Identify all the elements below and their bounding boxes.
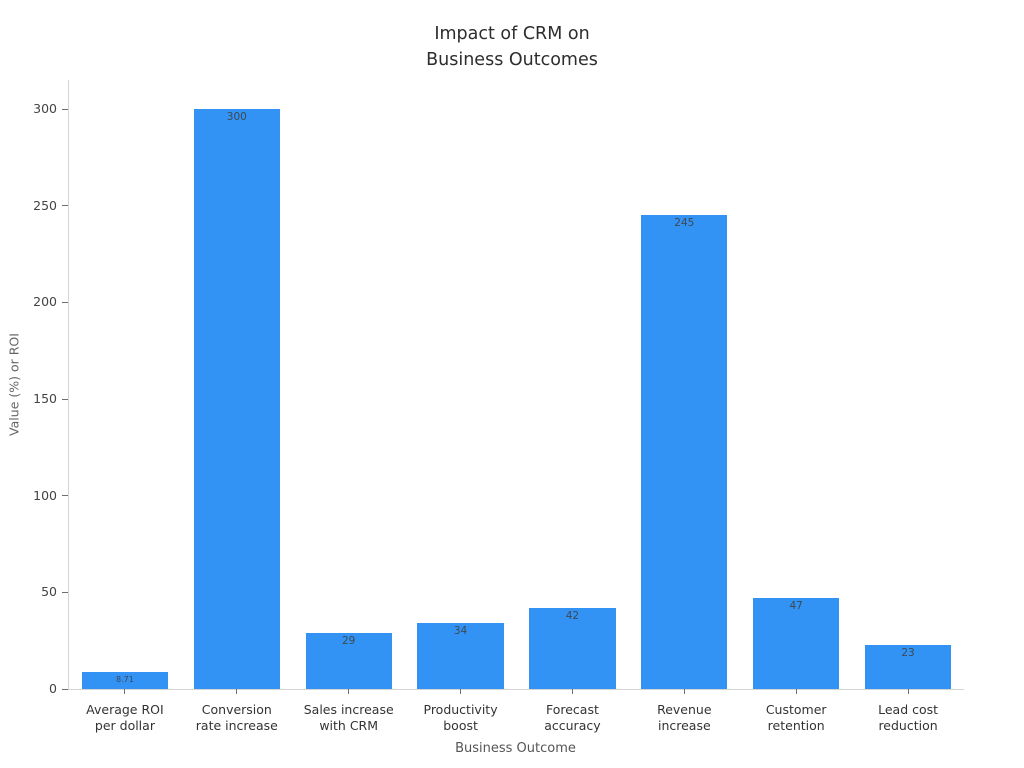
bar: 8.71	[81, 672, 168, 689]
bar-value-label: 8.71	[116, 675, 134, 685]
x-axis-tick	[907, 689, 909, 694]
bar: 34	[417, 623, 504, 689]
x-tick-label: Revenue increase	[657, 702, 712, 733]
x-axis-tick	[795, 689, 797, 694]
x-axis-tick	[571, 689, 573, 694]
bar: 245	[641, 215, 728, 689]
bar: 42	[529, 607, 616, 689]
x-axis-title: Business Outcome	[455, 741, 576, 756]
bar-value-label: 23	[901, 646, 915, 659]
y-axis-tick	[62, 591, 68, 593]
x-tick-label: Sales increase with CRM	[303, 702, 394, 733]
y-tick-label: 0	[49, 681, 57, 696]
y-tick-label: 100	[33, 487, 57, 503]
x-tick-label: Average ROI per dollar	[86, 702, 164, 733]
x-axis-tick	[460, 689, 462, 694]
bar-value-label: 42	[565, 609, 580, 622]
bar: 300	[193, 109, 280, 689]
y-axis-tick	[62, 301, 68, 303]
x-tick-label: Customer retention	[765, 702, 827, 733]
x-axis-tick	[683, 689, 685, 694]
bar-value-label: 300	[226, 111, 247, 123]
y-tick-label: 200	[33, 294, 57, 310]
x-tick-label: Forecast accuracy	[544, 702, 601, 733]
bar: 23	[864, 644, 952, 689]
x-axis-tick	[236, 689, 238, 694]
y-tick-label: 150	[33, 391, 57, 406]
bar: 47	[753, 598, 840, 689]
y-axis-tick	[62, 108, 68, 110]
x-tick-label: Productivity boost	[423, 702, 498, 733]
bar: 29	[305, 632, 392, 689]
y-tick-label: 250	[33, 197, 57, 213]
y-axis-tick	[62, 688, 68, 690]
y-tick-label: 50	[41, 584, 57, 600]
y-tick-label: 300	[33, 101, 57, 116]
y-axis-tick	[62, 398, 68, 400]
y-axis-tick	[62, 205, 68, 207]
x-tick-label: Conversion rate increase	[195, 702, 278, 733]
x-tick-label: Lead cost reduction	[878, 702, 939, 733]
x-axis-tick	[348, 689, 350, 694]
y-axis-tick	[62, 495, 68, 497]
x-axis-tick	[124, 689, 126, 694]
bar-value-label: 47	[789, 600, 803, 613]
bar-value-label: 245	[674, 217, 695, 230]
bar-value-label: 29	[341, 634, 356, 647]
chart-title: Impact of CRM on Business Outcomes	[426, 24, 598, 70]
plot-area: 0 50 100 150 200 250 300 8.71 Average ROI per do…	[33, 80, 964, 733]
bar-value-label: 34	[453, 625, 468, 638]
